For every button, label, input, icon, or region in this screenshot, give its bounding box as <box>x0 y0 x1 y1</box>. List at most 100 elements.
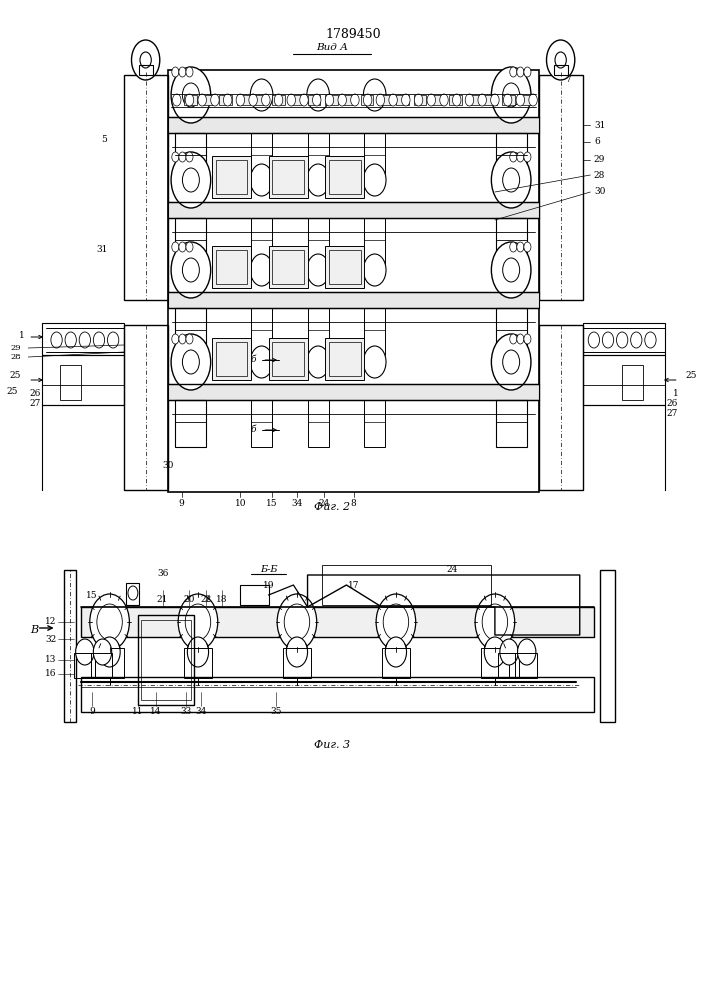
Circle shape <box>307 164 329 196</box>
Bar <box>600 570 615 722</box>
Circle shape <box>90 594 129 650</box>
Bar <box>343 95 356 105</box>
Circle shape <box>182 168 199 192</box>
Text: 5: 5 <box>102 135 107 144</box>
Bar <box>168 292 539 308</box>
Circle shape <box>128 586 138 600</box>
Text: 21: 21 <box>157 596 168 604</box>
Bar <box>81 607 594 637</box>
Circle shape <box>186 152 193 162</box>
Bar <box>124 75 168 300</box>
Bar <box>329 160 361 194</box>
Circle shape <box>491 94 499 106</box>
Circle shape <box>132 40 160 80</box>
Circle shape <box>440 94 448 106</box>
Circle shape <box>465 94 474 106</box>
Circle shape <box>76 639 94 665</box>
Bar <box>364 133 385 180</box>
Bar <box>139 65 153 75</box>
Bar <box>583 323 665 355</box>
Circle shape <box>503 83 520 107</box>
Circle shape <box>517 334 524 344</box>
Text: 35: 35 <box>270 708 281 716</box>
Bar <box>272 342 304 376</box>
Circle shape <box>287 94 296 106</box>
Bar <box>124 325 168 490</box>
Circle shape <box>402 94 410 106</box>
Bar <box>308 308 329 355</box>
Bar <box>168 70 539 492</box>
Bar <box>138 615 194 705</box>
Circle shape <box>363 79 386 111</box>
Text: 28: 28 <box>11 353 21 361</box>
Circle shape <box>427 94 436 106</box>
Circle shape <box>97 604 122 640</box>
Text: 25: 25 <box>10 370 21 379</box>
Text: В: В <box>30 625 38 635</box>
Bar <box>382 648 410 678</box>
Bar <box>42 323 124 355</box>
Bar <box>64 570 76 722</box>
Bar <box>329 342 361 376</box>
Circle shape <box>307 254 329 286</box>
Circle shape <box>172 334 179 344</box>
Circle shape <box>179 334 186 344</box>
Circle shape <box>312 94 321 106</box>
Bar <box>496 308 527 355</box>
Text: 1: 1 <box>19 330 25 340</box>
Text: 9: 9 <box>89 708 95 716</box>
Bar <box>251 218 272 265</box>
Bar <box>42 355 124 405</box>
Text: 26: 26 <box>30 388 41 397</box>
Bar <box>515 653 537 678</box>
Circle shape <box>99 637 120 667</box>
Circle shape <box>172 242 179 252</box>
Bar <box>283 648 311 678</box>
Circle shape <box>173 94 181 106</box>
Circle shape <box>171 334 211 390</box>
Bar <box>184 95 197 105</box>
Circle shape <box>325 94 334 106</box>
Circle shape <box>414 94 423 106</box>
Circle shape <box>478 94 486 106</box>
Circle shape <box>250 346 273 378</box>
Bar <box>251 308 272 355</box>
Circle shape <box>517 67 524 77</box>
Circle shape <box>510 334 517 344</box>
Text: 29: 29 <box>11 344 21 352</box>
Circle shape <box>518 639 536 665</box>
Circle shape <box>524 334 531 344</box>
Circle shape <box>617 332 628 348</box>
Bar <box>91 653 112 678</box>
Circle shape <box>555 52 566 68</box>
Circle shape <box>516 94 525 106</box>
Bar <box>308 218 329 265</box>
Bar <box>325 338 364 380</box>
Circle shape <box>262 94 270 106</box>
Text: 25: 25 <box>686 370 697 379</box>
Circle shape <box>186 242 193 252</box>
Bar <box>414 95 426 105</box>
Bar <box>251 400 272 447</box>
Circle shape <box>171 67 211 123</box>
Bar <box>396 95 409 105</box>
Circle shape <box>363 254 386 286</box>
Bar <box>364 218 385 265</box>
Bar <box>361 95 373 105</box>
Circle shape <box>510 242 517 252</box>
Bar <box>431 95 444 105</box>
Circle shape <box>93 332 105 348</box>
Circle shape <box>524 67 531 77</box>
Circle shape <box>277 594 317 650</box>
Text: 36: 36 <box>157 568 168 578</box>
Circle shape <box>182 350 199 374</box>
Circle shape <box>510 67 517 77</box>
Circle shape <box>482 604 508 640</box>
Bar <box>583 355 665 405</box>
Text: 20: 20 <box>184 596 195 604</box>
Circle shape <box>250 254 273 286</box>
Circle shape <box>140 52 151 68</box>
Circle shape <box>503 168 520 192</box>
Circle shape <box>529 94 537 106</box>
Text: 34: 34 <box>291 498 303 508</box>
